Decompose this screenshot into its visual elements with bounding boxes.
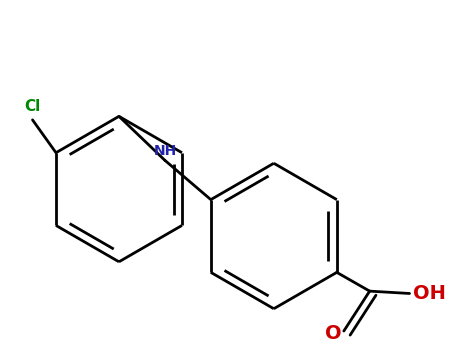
Text: O: O (325, 324, 342, 343)
Text: NH: NH (153, 144, 177, 158)
Text: OH: OH (413, 284, 446, 303)
Text: Cl: Cl (25, 99, 40, 114)
